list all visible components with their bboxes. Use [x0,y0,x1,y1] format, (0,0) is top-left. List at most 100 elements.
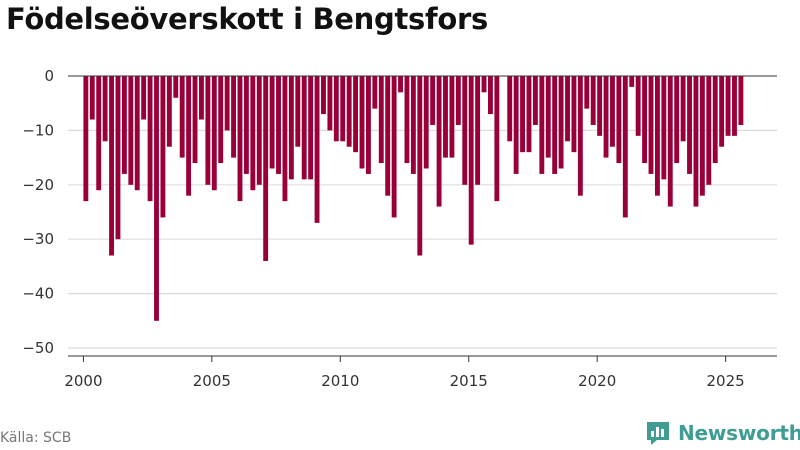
bar [648,76,654,174]
bar [231,76,237,158]
bar [147,76,153,202]
bar [327,76,333,131]
bar [706,76,712,185]
bar [276,76,281,174]
bar [552,76,558,174]
chart-title: Födelseöverskott i Bengtsfors [6,2,488,36]
bar [102,76,108,142]
bar [96,76,102,191]
y-tick-label: −10 [22,121,54,139]
bar [565,76,570,142]
y-tick-label: −30 [22,230,54,248]
bar [417,76,423,256]
bar [488,76,493,115]
bar [128,76,134,185]
bar [410,76,416,174]
x-tick-label: 2020 [578,372,616,390]
bar [532,76,538,125]
bar [353,76,359,153]
bar [462,76,468,185]
bar [494,76,500,202]
bars [83,76,744,321]
bar [359,76,365,169]
bar [288,76,294,180]
bar [481,76,487,93]
y-tick-label: −20 [22,176,54,194]
bar [186,76,192,196]
bar [404,76,410,164]
bar [398,76,403,93]
bar [436,76,442,207]
bar [513,76,519,174]
brand-name: Newsworthy [678,421,800,445]
bar [250,76,256,191]
bar [616,76,622,164]
bar [520,76,525,153]
bar [263,76,269,261]
bar [314,76,320,223]
bar [365,76,371,174]
bar [654,76,660,196]
bar [141,76,147,120]
bar [83,76,89,202]
bar [308,76,314,180]
bar [455,76,461,125]
bar [738,76,744,125]
x-axis: 2000 2005 2010 2015 2020 2025 [64,355,777,390]
bar [725,76,731,136]
bar [301,76,307,180]
bar [539,76,545,174]
bar [160,76,166,218]
bar [269,76,275,169]
bar [558,76,564,169]
bar [642,76,648,164]
bar [179,76,185,158]
bar [712,76,718,164]
bar [237,76,243,202]
x-tick-label: 2025 [707,372,745,390]
bar [699,76,705,196]
x-tick-label: 2005 [193,372,231,390]
bar [622,76,628,218]
bar [526,76,532,153]
bar [507,76,513,142]
bar [687,76,692,174]
bar [205,76,211,185]
bar [211,76,217,191]
bar [218,76,224,164]
bar [256,76,262,185]
y-tick-label: 0 [44,67,54,85]
bar [243,76,249,174]
bar [597,76,603,136]
bar [391,76,397,218]
bar [321,76,326,115]
bar [282,76,288,202]
bar [199,76,204,120]
bar [629,76,635,87]
bar [571,76,577,153]
bar [635,76,641,136]
bar [340,76,346,142]
newsworthy-logo-icon [647,422,669,445]
bar [680,76,686,142]
bar [295,76,301,147]
bar [545,76,551,158]
x-tick-label: 2010 [321,372,359,390]
bar [166,76,172,147]
bar [192,76,198,164]
bar [661,76,667,180]
bar [590,76,596,125]
bar [693,76,699,207]
bar [423,76,429,169]
y-tick-label: −50 [22,339,54,357]
bar [115,76,121,240]
bar [732,76,737,136]
bar [449,76,455,158]
bar [610,76,615,147]
bar [173,76,179,98]
bar [475,76,481,185]
bar [346,76,352,147]
bar [584,76,590,109]
bar [372,76,378,109]
